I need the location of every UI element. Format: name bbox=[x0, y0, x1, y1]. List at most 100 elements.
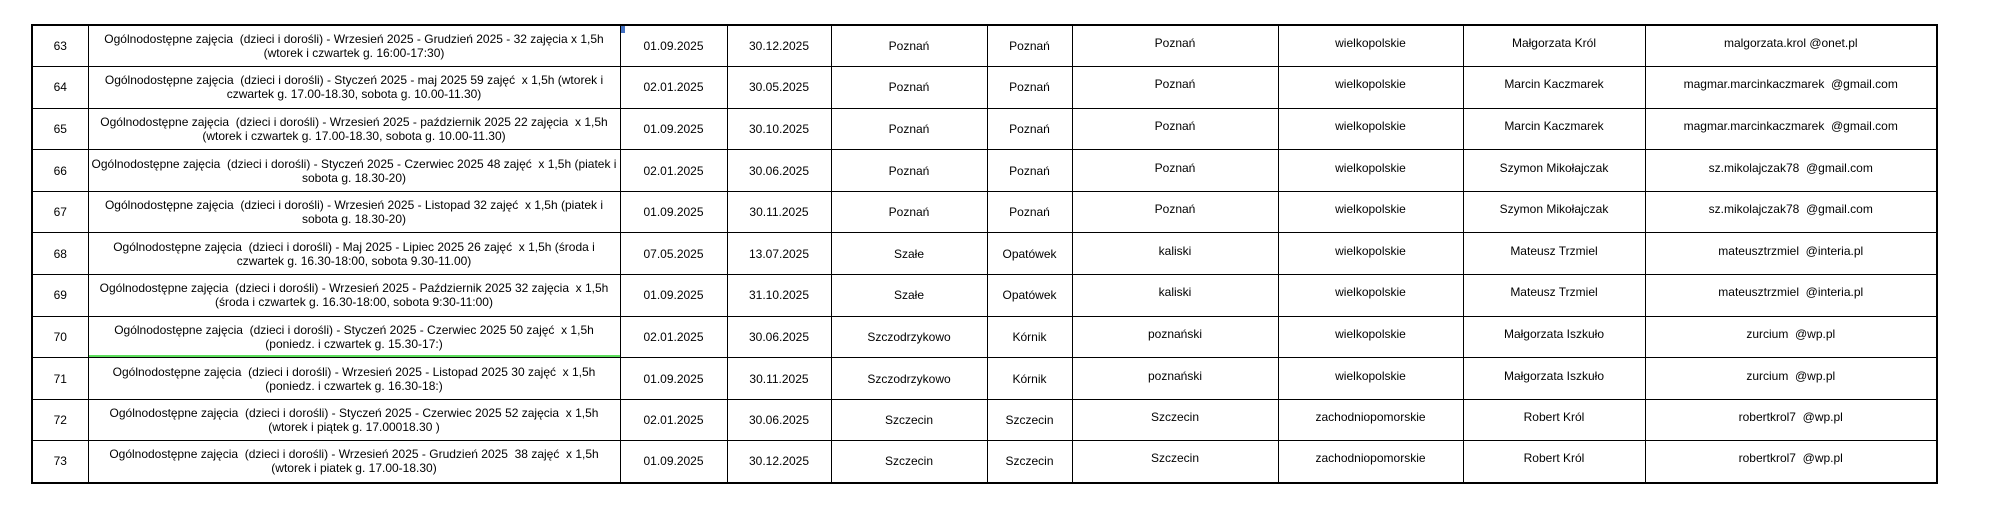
cell-email[interactable]: sz.mikolajczak78 @gmail.com bbox=[1644, 190, 1938, 234]
cell-row-number[interactable]: 63 bbox=[31, 24, 89, 68]
cell-description[interactable]: Ogólnodostępne zajęcia (dzieci i dorośli… bbox=[87, 315, 621, 359]
cell-start-date[interactable]: 01.09.2025 bbox=[619, 24, 728, 68]
cell-voivodeship[interactable]: wielkopolskie bbox=[1277, 357, 1464, 400]
cell-email[interactable]: mateusztrzmiel @interia.pl bbox=[1644, 274, 1938, 317]
cell-start-date[interactable]: 01.09.2025 bbox=[619, 190, 728, 234]
cell-voivodeship[interactable]: wielkopolskie bbox=[1277, 232, 1464, 276]
cell-description[interactable]: Ogólnodostępne zajęcia (dzieci i dorośli… bbox=[87, 232, 621, 276]
cell-place[interactable]: Szczodrzykowo bbox=[830, 357, 988, 400]
cell-county[interactable]: kaliski bbox=[1071, 274, 1279, 317]
cell-row-number[interactable]: 72 bbox=[31, 398, 89, 442]
cell-voivodeship[interactable]: wielkopolskie bbox=[1277, 149, 1464, 192]
cell-end-date[interactable]: 31.10.2025 bbox=[726, 274, 832, 317]
cell-county[interactable]: kaliski bbox=[1071, 232, 1279, 276]
cell-row-number[interactable]: 65 bbox=[31, 107, 89, 151]
cell-municipality[interactable]: Poznań bbox=[986, 149, 1073, 192]
cell-contact-name[interactable]: Szymon Mikołajczak bbox=[1462, 149, 1646, 192]
cell-municipality[interactable]: Szczecin bbox=[986, 440, 1073, 484]
cell-email[interactable]: magmar.marcinkaczmarek @gmail.com bbox=[1644, 66, 1938, 109]
cell-contact-name[interactable]: Małgorzata Król bbox=[1462, 24, 1646, 68]
cell-municipality[interactable]: Opatówek bbox=[986, 232, 1073, 276]
cell-county[interactable]: Poznań bbox=[1071, 149, 1279, 192]
cell-row-number[interactable]: 71 bbox=[31, 357, 89, 400]
cell-description[interactable]: Ogólnodostępne zajęcia (dzieci i dorośli… bbox=[87, 357, 621, 400]
cell-place[interactable]: Poznań bbox=[830, 190, 988, 234]
cell-contact-name[interactable]: Mateusz Trzmiel bbox=[1462, 232, 1646, 276]
cell-email[interactable]: sz.mikolajczak78 @gmail.com bbox=[1644, 149, 1938, 192]
cell-place[interactable]: Poznań bbox=[830, 149, 988, 192]
cell-email[interactable]: zurcium @wp.pl bbox=[1644, 357, 1938, 400]
cell-voivodeship[interactable]: wielkopolskie bbox=[1277, 315, 1464, 359]
cell-voivodeship[interactable]: wielkopolskie bbox=[1277, 274, 1464, 317]
cell-email[interactable]: robertkrol7 @wp.pl bbox=[1644, 440, 1938, 484]
cell-contact-name[interactable]: Marcin Kaczmarek bbox=[1462, 107, 1646, 151]
cell-municipality[interactable]: Poznań bbox=[986, 107, 1073, 151]
cell-start-date[interactable]: 02.01.2025 bbox=[619, 398, 728, 442]
cell-row-number[interactable]: 68 bbox=[31, 232, 89, 276]
cell-end-date[interactable]: 30.11.2025 bbox=[726, 357, 832, 400]
cell-municipality[interactable]: Opatówek bbox=[986, 274, 1073, 317]
cell-municipality[interactable]: Kórnik bbox=[986, 357, 1073, 400]
cell-place[interactable]: Szczodrzykowo bbox=[830, 315, 988, 359]
cell-end-date[interactable]: 30.06.2025 bbox=[726, 149, 832, 192]
cell-end-date[interactable]: 30.10.2025 bbox=[726, 107, 832, 151]
cell-county[interactable]: Poznań bbox=[1071, 24, 1279, 68]
cell-row-number[interactable]: 64 bbox=[31, 66, 89, 109]
cell-end-date[interactable]: 30.12.2025 bbox=[726, 440, 832, 484]
cell-contact-name[interactable]: Małgorzata Iszkuło bbox=[1462, 315, 1646, 359]
cell-row-number[interactable]: 70 bbox=[31, 315, 89, 359]
cell-start-date[interactable]: 01.09.2025 bbox=[619, 440, 728, 484]
cell-voivodeship[interactable]: zachodniopomorskie bbox=[1277, 440, 1464, 484]
cell-contact-name[interactable]: Mateusz Trzmiel bbox=[1462, 274, 1646, 317]
cell-description[interactable]: Ogólnodostępne zajęcia (dzieci i dorośli… bbox=[87, 398, 621, 442]
cell-municipality[interactable]: Poznań bbox=[986, 24, 1073, 68]
cell-end-date[interactable]: 30.11.2025 bbox=[726, 190, 832, 234]
cell-contact-name[interactable]: Robert Król bbox=[1462, 440, 1646, 484]
cell-contact-name[interactable]: Marcin Kaczmarek bbox=[1462, 66, 1646, 109]
cell-place[interactable]: Szczecin bbox=[830, 398, 988, 442]
cell-place[interactable]: Szczecin bbox=[830, 440, 988, 484]
cell-email[interactable]: magmar.marcinkaczmarek @gmail.com bbox=[1644, 107, 1938, 151]
cell-voivodeship[interactable]: wielkopolskie bbox=[1277, 107, 1464, 151]
cell-start-date[interactable]: 02.01.2025 bbox=[619, 149, 728, 192]
cell-place[interactable]: Szałe bbox=[830, 274, 988, 317]
cell-email[interactable]: robertkrol7 @wp.pl bbox=[1644, 398, 1938, 442]
cell-place[interactable]: Poznań bbox=[830, 24, 988, 68]
cell-municipality[interactable]: Poznań bbox=[986, 190, 1073, 234]
cell-email[interactable]: malgorzata.krol @onet.pl bbox=[1644, 24, 1938, 68]
cell-contact-name[interactable]: Małgorzata Iszkuło bbox=[1462, 357, 1646, 400]
cell-start-date[interactable]: 01.09.2025 bbox=[619, 274, 728, 317]
cell-end-date[interactable]: 13.07.2025 bbox=[726, 232, 832, 276]
cell-row-number[interactable]: 73 bbox=[31, 440, 89, 484]
cell-row-number[interactable]: 67 bbox=[31, 190, 89, 234]
cell-description[interactable]: Ogólnodostępne zajęcia (dzieci i dorośli… bbox=[87, 66, 621, 109]
cell-contact-name[interactable]: Szymon Mikołajczak bbox=[1462, 190, 1646, 234]
cell-end-date[interactable]: 30.12.2025 bbox=[726, 24, 832, 68]
cell-start-date[interactable]: 07.05.2025 bbox=[619, 232, 728, 276]
cell-voivodeship[interactable]: wielkopolskie bbox=[1277, 24, 1464, 68]
cell-county[interactable]: poznański bbox=[1071, 357, 1279, 400]
cell-county[interactable]: Poznań bbox=[1071, 66, 1279, 109]
cell-description[interactable]: Ogólnodostępne zajęcia (dzieci i dorośli… bbox=[87, 274, 621, 317]
cell-row-number[interactable]: 66 bbox=[31, 149, 89, 192]
cell-municipality[interactable]: Szczecin bbox=[986, 398, 1073, 442]
cell-description[interactable]: Ogólnodostępne zajęcia (dzieci i dorośli… bbox=[87, 149, 621, 192]
cell-county[interactable]: Poznań bbox=[1071, 190, 1279, 234]
cell-row-number[interactable]: 69 bbox=[31, 274, 89, 317]
cell-end-date[interactable]: 30.05.2025 bbox=[726, 66, 832, 109]
cell-start-date[interactable]: 02.01.2025 bbox=[619, 66, 728, 109]
cell-place[interactable]: Poznań bbox=[830, 66, 988, 109]
cell-county[interactable]: poznański bbox=[1071, 315, 1279, 359]
cell-start-date[interactable]: 01.09.2025 bbox=[619, 107, 728, 151]
cell-email[interactable]: zurcium @wp.pl bbox=[1644, 315, 1938, 359]
cell-voivodeship[interactable]: wielkopolskie bbox=[1277, 66, 1464, 109]
cell-end-date[interactable]: 30.06.2025 bbox=[726, 315, 832, 359]
cell-end-date[interactable]: 30.06.2025 bbox=[726, 398, 832, 442]
cell-description[interactable]: Ogólnodostępne zajęcia (dzieci i dorośli… bbox=[87, 440, 621, 484]
cell-start-date[interactable]: 01.09.2025 bbox=[619, 357, 728, 400]
cell-place[interactable]: Poznań bbox=[830, 107, 988, 151]
cell-municipality[interactable]: Poznań bbox=[986, 66, 1073, 109]
cell-description[interactable]: Ogólnodostępne zajęcia (dzieci i dorośli… bbox=[87, 107, 621, 151]
cell-municipality[interactable]: Kórnik bbox=[986, 315, 1073, 359]
cell-place[interactable]: Szałe bbox=[830, 232, 988, 276]
